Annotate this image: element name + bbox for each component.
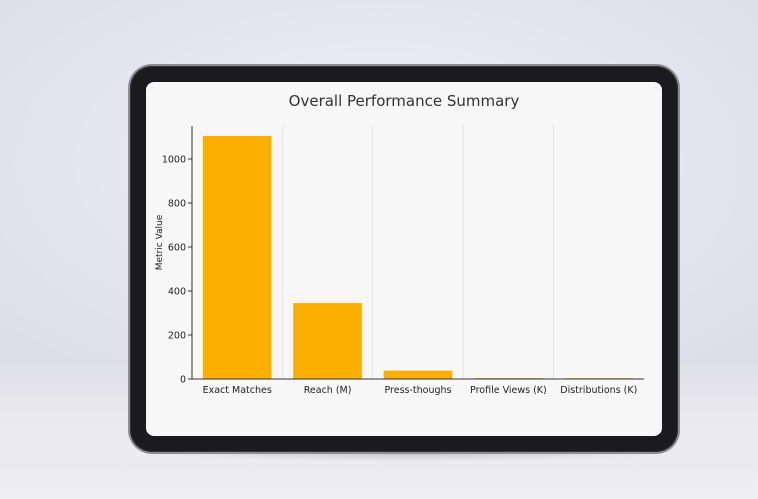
chart-axes <box>191 126 644 380</box>
y-tick-label: 400 <box>168 287 186 298</box>
x-axis-ticks: Exact Matches Reach (M) Press-thoughs Profi… <box>203 385 638 396</box>
y-axis-label: Metric Value <box>155 214 165 270</box>
tablet-screen: Overall Performance Summary 0 200 400 600 80… <box>146 82 662 436</box>
x-tick-label: Profile Views (K) <box>470 385 547 396</box>
x-tick-label: Reach (M) <box>304 385 352 396</box>
chart-grid <box>281 126 555 379</box>
bar <box>202 135 272 379</box>
bar <box>293 303 362 379</box>
chart-title: Overall Performance Summary <box>288 92 520 110</box>
y-tick-label: 1000 <box>162 155 186 166</box>
chart-bars <box>202 135 634 379</box>
y-tick-label: 0 <box>180 375 186 386</box>
x-tick-label: Exact Matches <box>203 385 272 396</box>
y-tick-label: 800 <box>168 199 186 210</box>
x-tick-label: Distributions (K) <box>560 385 637 396</box>
x-tick-label: Press-thoughs <box>384 385 451 396</box>
y-tick-label: 600 <box>168 243 186 254</box>
bar <box>383 370 453 379</box>
y-axis-ticks: 0 200 400 600 800 1000 <box>162 155 192 386</box>
bar-chart: 0 200 400 600 800 1000 Exact Matches Reach (M)… <box>155 126 644 396</box>
y-tick-label: 200 <box>168 331 186 342</box>
